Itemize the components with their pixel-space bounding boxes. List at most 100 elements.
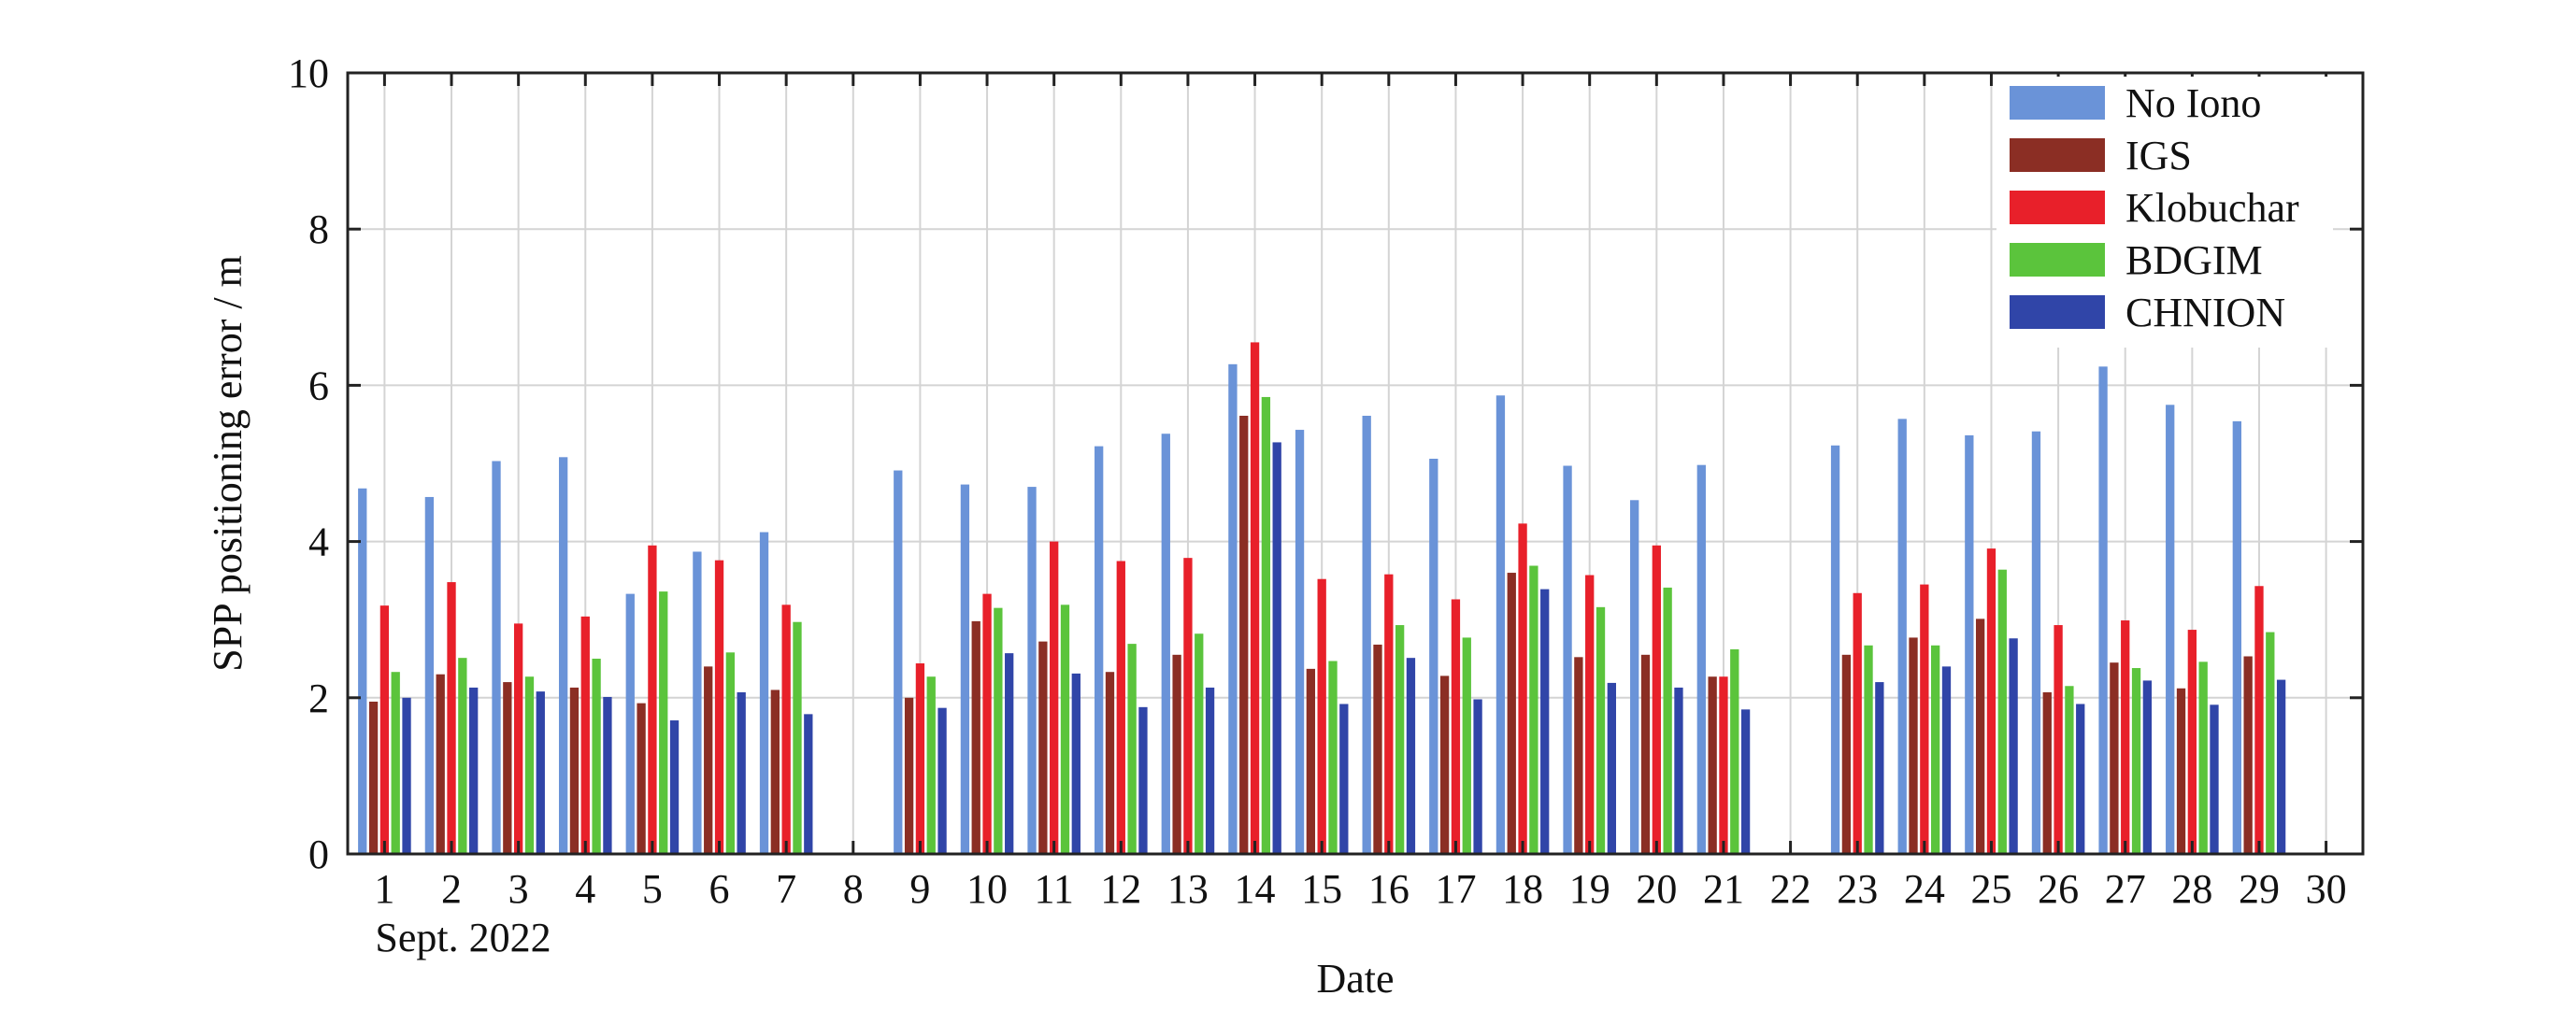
x-tick-label: 3 [508,866,529,912]
x-tick-label: 19 [1569,866,1610,912]
bars [358,342,2286,854]
bar-no-iono [424,496,435,854]
y-axis-label: SPP positioning error / m [205,255,250,672]
bar-chnion [402,697,411,854]
bar-no-iono [1897,419,1907,854]
legend: No Iono IGS Klobuchar BDGIM CHNION [1996,77,2333,348]
bar-bdgim [1730,648,1739,854]
bar-chnion [737,691,746,854]
bar-klobuchar [379,605,390,854]
x-tick-label: 24 [1904,866,1945,912]
legend-entry: CHNION [2125,290,2285,335]
x-tick-label: 13 [1167,866,1209,912]
x-tick-label: 9 [909,866,930,912]
bar-igs [1172,654,1181,854]
x-tick-label: 14 [1235,866,1276,912]
bar-chnion [1071,673,1080,854]
bar-igs [1306,668,1316,854]
bar-chnion [1540,589,1550,854]
bar-bdgim [1997,569,2007,854]
bar-igs [2243,656,2253,854]
bar-no-iono [693,551,702,854]
bar-igs [368,701,379,854]
bar-klobuchar [2187,630,2197,854]
bar-bdgim [2131,668,2141,854]
bar-klobuchar [1853,592,1862,854]
bar-klobuchar [1585,575,1595,854]
bar-no-iono [2031,431,2041,854]
bar-igs [436,674,445,854]
bar-bdgim [659,591,668,854]
bar-no-iono [1696,464,1706,854]
bar-bdgim [2198,661,2208,854]
bar-klobuchar [1317,578,1326,854]
bar-bdgim [2266,632,2275,854]
y-tick-label: 4 [308,519,329,565]
bar-bdgim [1328,661,1338,854]
bar-bdgim [1395,625,1405,854]
bar-klobuchar [714,560,724,854]
bar-klobuchar [2254,586,2264,854]
bar-klobuchar [2121,620,2130,854]
bar-bdgim [725,652,736,854]
bar-chnion [937,707,947,854]
bar-chnion [536,691,545,854]
bar-bdgim [1060,604,1070,854]
bar-igs [569,687,580,854]
bar-igs [1841,654,1852,854]
bar-bdgim [592,659,601,854]
bar-igs [503,682,512,854]
x-tick-label: 8 [843,866,864,912]
bar-chnion [804,714,813,854]
x-tick-label: 7 [776,866,796,912]
bar-no-iono [1228,363,1238,854]
bar-bdgim [926,676,936,854]
bar-bdgim [1462,637,1471,854]
bar-klobuchar [1183,558,1193,854]
bar-klobuchar [2054,625,2063,854]
bar-bdgim [1529,565,1538,854]
legend-swatch [2010,86,2105,120]
bar-klobuchar [580,616,590,854]
bar-no-iono [960,484,970,854]
bar-no-iono [2166,405,2175,854]
bar-igs [1640,654,1651,854]
bar-chnion [1272,442,1281,854]
x-tick-label: 1 [374,866,394,912]
bar-chnion [2210,704,2219,854]
bar-no-iono [1965,434,1974,854]
bar-no-iono [1095,446,1104,854]
bar-no-iono [1027,487,1037,854]
x-axis-sublabel: Sept. 2022 [375,915,551,960]
bar-bdgim [524,676,535,854]
bar-bdgim [1864,645,1873,854]
x-tick-label: 25 [1970,866,2011,912]
bar-no-iono [1496,395,1506,854]
bar-chnion [1740,709,1751,854]
bar-no-iono [1362,416,1371,854]
bar-no-iono [2232,420,2241,854]
bar-igs [1239,416,1249,854]
bar-chnion [1339,704,1349,854]
bar-no-iono [492,461,501,854]
bar-no-iono [759,532,769,854]
bar-chnion [1205,687,1215,854]
legend-entry: Klobuchar [2125,185,2299,231]
legend-entry: IGS [2125,133,2192,178]
x-tick-label: 28 [2171,866,2212,912]
bar-klobuchar [1116,561,1125,854]
bar-klobuchar [1986,548,1996,854]
x-axis-label: Date [1316,956,1394,1002]
bar-chnion [2276,679,2286,854]
x-tick-label: 21 [1703,866,1744,912]
bar-no-iono [1563,465,1572,854]
bar-klobuchar [915,663,925,854]
bar-igs [2042,691,2052,854]
bar-bdgim [2065,686,2074,854]
bar-igs [904,697,914,854]
bar-bdgim [1195,633,1204,854]
x-tick-label: 20 [1636,866,1677,912]
y-tick-label: 10 [288,50,329,96]
bar-no-iono [894,470,903,854]
x-tick-label: 29 [2239,866,2280,912]
